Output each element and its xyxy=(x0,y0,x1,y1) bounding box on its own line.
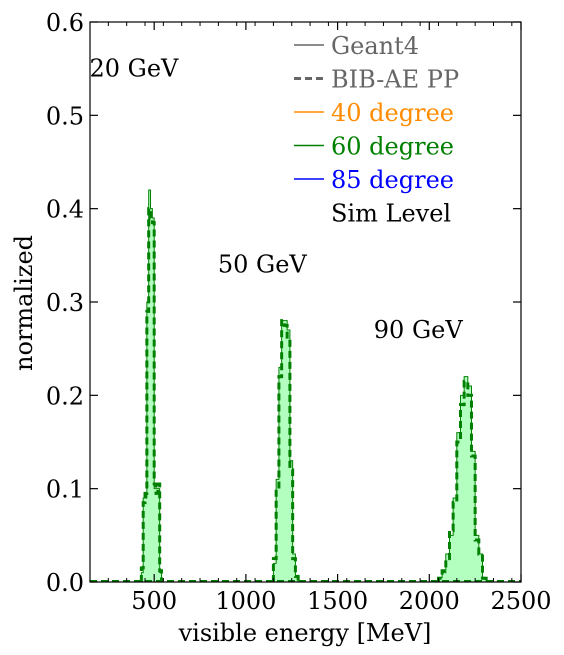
legend-label: Sim Level xyxy=(331,200,451,228)
y-tick-label: 0.5 xyxy=(46,102,84,130)
geant4-histogram-fill xyxy=(141,190,487,582)
y-tick-label: 0.3 xyxy=(46,289,84,317)
x-axis: 500 1000 1500 2000 2500 xyxy=(107,22,552,615)
y-tick-label: 0.0 xyxy=(46,569,84,597)
plot-area xyxy=(90,189,521,582)
y-axis-label: normalized xyxy=(10,235,38,371)
energy-annotation: 50 GeV xyxy=(218,251,308,279)
energy-annotation: 90 GeV xyxy=(374,316,464,344)
y-tick-label: 0.4 xyxy=(46,196,84,224)
legend-label: 85 degree xyxy=(331,166,454,194)
geant4-histogram-outline xyxy=(140,189,487,582)
y-tick-label: 0.2 xyxy=(46,382,84,410)
legend: Geant4 BIB-AE PP 40 degree 60 degree 85 degr… xyxy=(294,32,459,228)
legend-label: 40 degree xyxy=(331,99,454,127)
x-tick-label: 1500 xyxy=(307,587,368,615)
y-tick-label: 0.1 xyxy=(46,476,84,504)
x-axis-label: visible energy [MeV] xyxy=(178,619,432,647)
y-tick-label: 0.6 xyxy=(46,9,84,37)
y-axis: 0.0 0.1 0.2 0.3 0.4 0.5 0.6 xyxy=(46,9,521,597)
legend-label: BIB-AE PP xyxy=(331,66,459,94)
energy-annotation: 20 GeV xyxy=(90,55,180,83)
annotations: 20 GeV 50 GeV 90 GeV xyxy=(90,55,464,344)
legend-label: 60 degree xyxy=(331,133,454,161)
x-tick-label: 1000 xyxy=(215,587,276,615)
x-tick-label: 2000 xyxy=(399,587,460,615)
x-tick-label: 500 xyxy=(131,587,177,615)
legend-label: Geant4 xyxy=(331,32,419,60)
x-tick-label: 2500 xyxy=(490,587,551,615)
bibae-histogram-line xyxy=(139,207,488,582)
